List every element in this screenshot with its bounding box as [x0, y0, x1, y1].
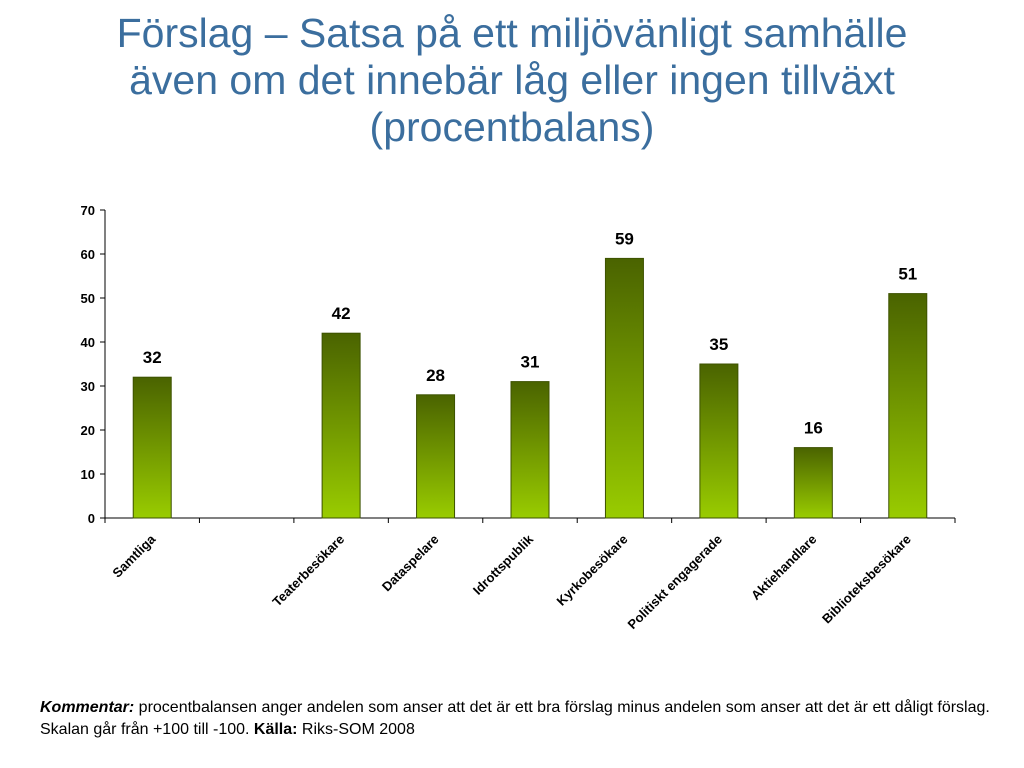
y-tick-label: 0	[88, 511, 95, 526]
bar	[793, 447, 833, 519]
bar-chart: 0 10 20 30 40 50 60 70 32 Samtliga 42 Teaterbesöka…	[81, 203, 956, 633]
bar	[132, 376, 172, 519]
category-label: Aktiehandlare	[748, 532, 819, 603]
bar	[510, 381, 550, 519]
chart-title: Förslag – Satsa på ett miljövänligt samh…	[40, 10, 984, 151]
category-label: Biblioteksbesökare	[819, 532, 914, 627]
bar	[699, 363, 739, 519]
category-label: Politiskt engagerade	[624, 532, 725, 633]
footnote-source-label: Källa:	[253, 721, 298, 738]
y-tick-label: 60	[81, 247, 95, 262]
bar	[321, 332, 361, 519]
data-label: 59	[615, 229, 634, 248]
chart-axes: 0 10 20 30 40 50 60 70	[81, 203, 956, 526]
chart-title-line-3: (procentbalans)	[369, 104, 655, 150]
y-tick-label: 70	[81, 203, 95, 218]
bar	[416, 394, 456, 519]
chart-title-line-1: Förslag – Satsa på ett miljövänligt samh…	[116, 10, 908, 56]
category-label: Samtliga	[109, 531, 158, 580]
category-label: Teaterbesökare	[269, 532, 347, 610]
y-tick-label: 30	[81, 379, 95, 394]
category-label: Idrottspublik	[470, 531, 537, 598]
data-label: 35	[709, 335, 728, 354]
category-label: Kyrkobesökare	[554, 532, 631, 609]
y-tick-label: 40	[81, 335, 95, 350]
footnote-comment-label: Kommentar:	[40, 699, 135, 716]
chart-title-line-2: även om det innebär låg eller ingen till…	[129, 57, 895, 103]
bar	[604, 257, 644, 519]
data-label: 32	[143, 348, 162, 367]
data-label: 16	[804, 419, 823, 438]
footnote: Kommentar: procentbalansen anger andelen…	[40, 697, 1000, 741]
data-label: 42	[332, 304, 351, 323]
chart-bars	[132, 257, 928, 519]
data-label: 51	[898, 265, 917, 284]
bar	[888, 293, 928, 519]
footnote-source-text: Riks-SOM 2008	[297, 721, 415, 738]
y-tick-label: 20	[81, 423, 95, 438]
category-label: Dataspelare	[379, 532, 442, 595]
data-label: 28	[426, 366, 445, 385]
data-label: 31	[521, 353, 540, 372]
y-tick-label: 50	[81, 291, 95, 306]
footnote-comment-text: procentbalansen anger andelen som anser …	[40, 699, 990, 738]
y-tick-label: 10	[81, 467, 95, 482]
